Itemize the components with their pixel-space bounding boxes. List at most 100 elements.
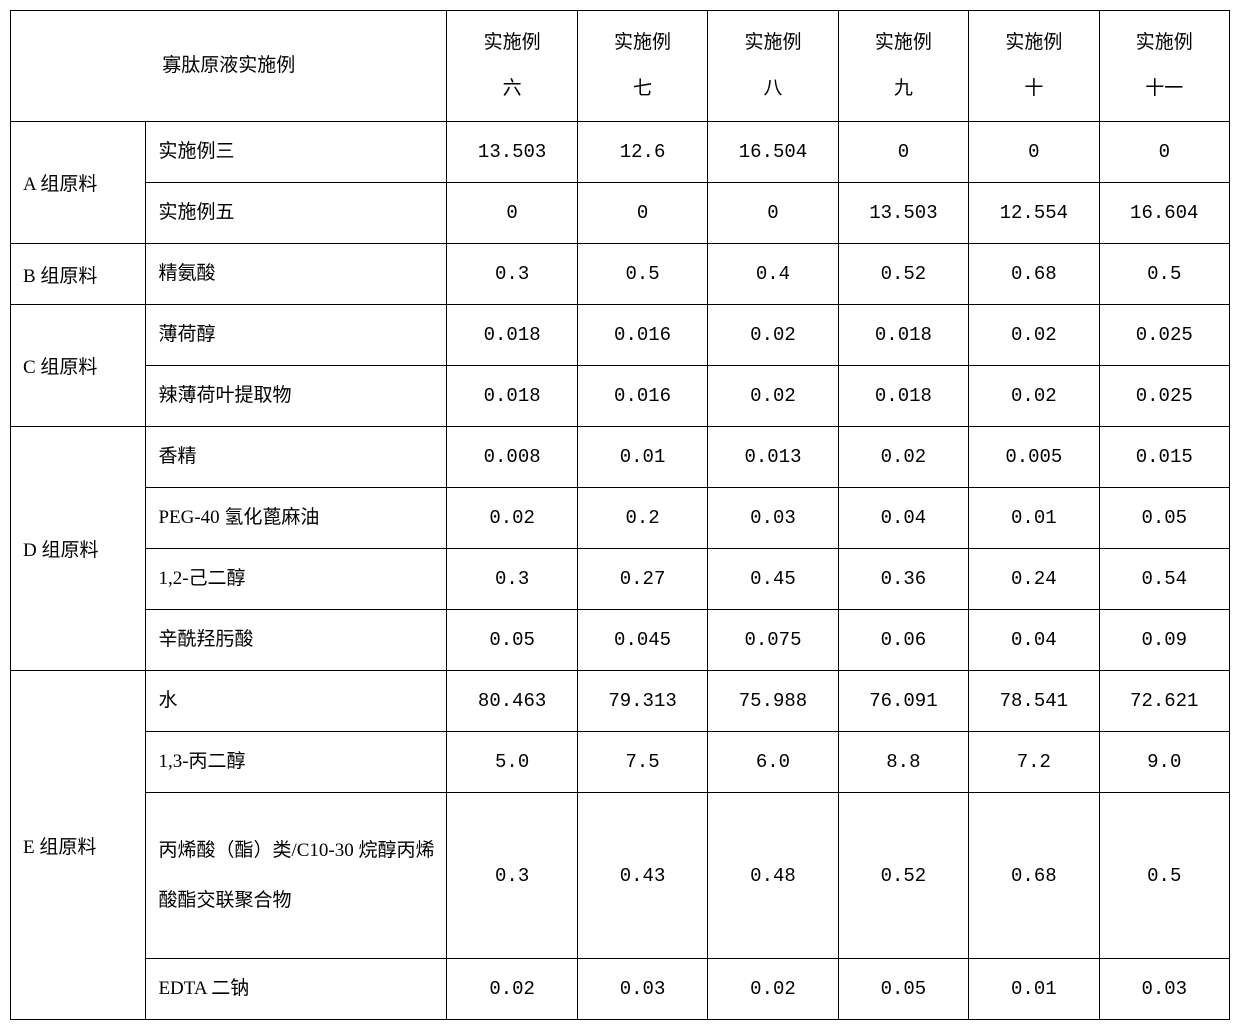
value-cell: 75.988 xyxy=(708,671,838,732)
table-row: EDTA 二钠 0.02 0.03 0.02 0.05 0.01 0.03 xyxy=(11,959,1230,1020)
value-cell: 0.018 xyxy=(838,366,968,427)
item-label: 辛酰羟肟酸 xyxy=(146,610,447,671)
table-row: 实施例五 0 0 0 13.503 12.554 16.604 xyxy=(11,183,1230,244)
value-cell: 7.2 xyxy=(969,732,1099,793)
value-cell: 0.02 xyxy=(838,427,968,488)
value-cell: 0.5 xyxy=(1099,244,1229,305)
table-row: C 组原料 薄荷醇 0.018 0.016 0.02 0.018 0.02 0.… xyxy=(11,305,1230,366)
header-row: 寡肽原液实施例 实施例六 实施例七 实施例八 实施例九 实施例十 实施例十一 xyxy=(11,11,1230,122)
value-cell: 0.013 xyxy=(708,427,838,488)
value-cell: 0.02 xyxy=(708,959,838,1020)
header-main-cell: 寡肽原液实施例 xyxy=(11,11,447,122)
group-c-label: C 组原料 xyxy=(11,305,146,427)
value-cell: 0.54 xyxy=(1099,549,1229,610)
value-cell: 0.5 xyxy=(577,244,707,305)
value-cell: 0.48 xyxy=(708,793,838,959)
item-label: 1,2-己二醇 xyxy=(146,549,447,610)
value-cell: 0.01 xyxy=(969,488,1099,549)
table-row: D 组原料 香精 0.008 0.01 0.013 0.02 0.005 0.0… xyxy=(11,427,1230,488)
value-cell: 0.05 xyxy=(447,610,577,671)
header-col-2: 实施例八 xyxy=(708,11,838,122)
value-cell: 13.503 xyxy=(838,183,968,244)
value-cell: 0 xyxy=(969,122,1099,183)
value-cell: 0.27 xyxy=(577,549,707,610)
group-d-label: D 组原料 xyxy=(11,427,146,671)
value-cell: 6.0 xyxy=(708,732,838,793)
value-cell: 76.091 xyxy=(838,671,968,732)
group-b-label: B 组原料 xyxy=(11,244,146,305)
value-cell: 0.02 xyxy=(708,366,838,427)
value-cell: 5.0 xyxy=(447,732,577,793)
value-cell: 0.03 xyxy=(1099,959,1229,1020)
value-cell: 0.02 xyxy=(969,366,1099,427)
value-cell: 0 xyxy=(1099,122,1229,183)
value-cell: 0.52 xyxy=(838,793,968,959)
table-row: 1,3-丙二醇 5.0 7.5 6.0 8.8 7.2 9.0 xyxy=(11,732,1230,793)
table-row: 辛酰羟肟酸 0.05 0.045 0.075 0.06 0.04 0.09 xyxy=(11,610,1230,671)
value-cell: 0.018 xyxy=(447,366,577,427)
value-cell: 0.36 xyxy=(838,549,968,610)
value-cell: 0.005 xyxy=(969,427,1099,488)
value-cell: 0.06 xyxy=(838,610,968,671)
table-row: PEG-40 氢化蓖麻油 0.02 0.2 0.03 0.04 0.01 0.0… xyxy=(11,488,1230,549)
value-cell: 0.015 xyxy=(1099,427,1229,488)
value-cell: 7.5 xyxy=(577,732,707,793)
group-e-label: E 组原料 xyxy=(11,671,146,1020)
value-cell: 8.8 xyxy=(838,732,968,793)
value-cell: 16.604 xyxy=(1099,183,1229,244)
value-cell: 0.025 xyxy=(1099,305,1229,366)
value-cell: 0.01 xyxy=(577,427,707,488)
value-cell: 0.04 xyxy=(838,488,968,549)
value-cell: 0.03 xyxy=(708,488,838,549)
value-cell: 79.313 xyxy=(577,671,707,732)
value-cell: 0.02 xyxy=(447,488,577,549)
value-cell: 0 xyxy=(577,183,707,244)
value-cell: 0.04 xyxy=(969,610,1099,671)
table-row: A 组原料 实施例三 13.503 12.6 16.504 0 0 0 xyxy=(11,122,1230,183)
value-cell: 0.68 xyxy=(969,244,1099,305)
header-col-4: 实施例十 xyxy=(969,11,1099,122)
value-cell: 0.45 xyxy=(708,549,838,610)
value-cell: 12.6 xyxy=(577,122,707,183)
value-cell: 0.43 xyxy=(577,793,707,959)
item-label: 实施例三 xyxy=(146,122,447,183)
item-label: EDTA 二钠 xyxy=(146,959,447,1020)
value-cell: 0.016 xyxy=(577,366,707,427)
item-label: 实施例五 xyxy=(146,183,447,244)
formula-table: 寡肽原液实施例 实施例六 实施例七 实施例八 实施例九 实施例十 实施例十一 A… xyxy=(10,10,1230,1020)
value-cell: 0.075 xyxy=(708,610,838,671)
value-cell: 0 xyxy=(447,183,577,244)
value-cell: 0.09 xyxy=(1099,610,1229,671)
value-cell: 0.008 xyxy=(447,427,577,488)
table-row: 丙烯酸（酯）类/C10-30 烷醇丙烯酸酯交联聚合物 0.3 0.43 0.48… xyxy=(11,793,1230,959)
item-label: 丙烯酸（酯）类/C10-30 烷醇丙烯酸酯交联聚合物 xyxy=(146,793,447,959)
value-cell: 16.504 xyxy=(708,122,838,183)
item-label: 香精 xyxy=(146,427,447,488)
value-cell: 0.3 xyxy=(447,549,577,610)
value-cell: 0.01 xyxy=(969,959,1099,1020)
value-cell: 0.02 xyxy=(969,305,1099,366)
header-col-0: 实施例六 xyxy=(447,11,577,122)
value-cell: 0.045 xyxy=(577,610,707,671)
header-col-3: 实施例九 xyxy=(838,11,968,122)
value-cell: 80.463 xyxy=(447,671,577,732)
value-cell: 78.541 xyxy=(969,671,1099,732)
value-cell: 0.05 xyxy=(838,959,968,1020)
value-cell: 0.018 xyxy=(838,305,968,366)
item-label: PEG-40 氢化蓖麻油 xyxy=(146,488,447,549)
value-cell: 0.3 xyxy=(447,793,577,959)
value-cell: 0.68 xyxy=(969,793,1099,959)
item-label: 薄荷醇 xyxy=(146,305,447,366)
item-label: 辣薄荷叶提取物 xyxy=(146,366,447,427)
table-body: 寡肽原液实施例 实施例六 实施例七 实施例八 实施例九 实施例十 实施例十一 A… xyxy=(11,11,1230,1020)
value-cell: 0.02 xyxy=(447,959,577,1020)
header-col-1: 实施例七 xyxy=(577,11,707,122)
value-cell: 0.018 xyxy=(447,305,577,366)
value-cell: 0.025 xyxy=(1099,366,1229,427)
value-cell: 0.5 xyxy=(1099,793,1229,959)
value-cell: 0.05 xyxy=(1099,488,1229,549)
value-cell: 0.016 xyxy=(577,305,707,366)
item-label: 精氨酸 xyxy=(146,244,447,305)
value-cell: 0.52 xyxy=(838,244,968,305)
value-cell: 12.554 xyxy=(969,183,1099,244)
